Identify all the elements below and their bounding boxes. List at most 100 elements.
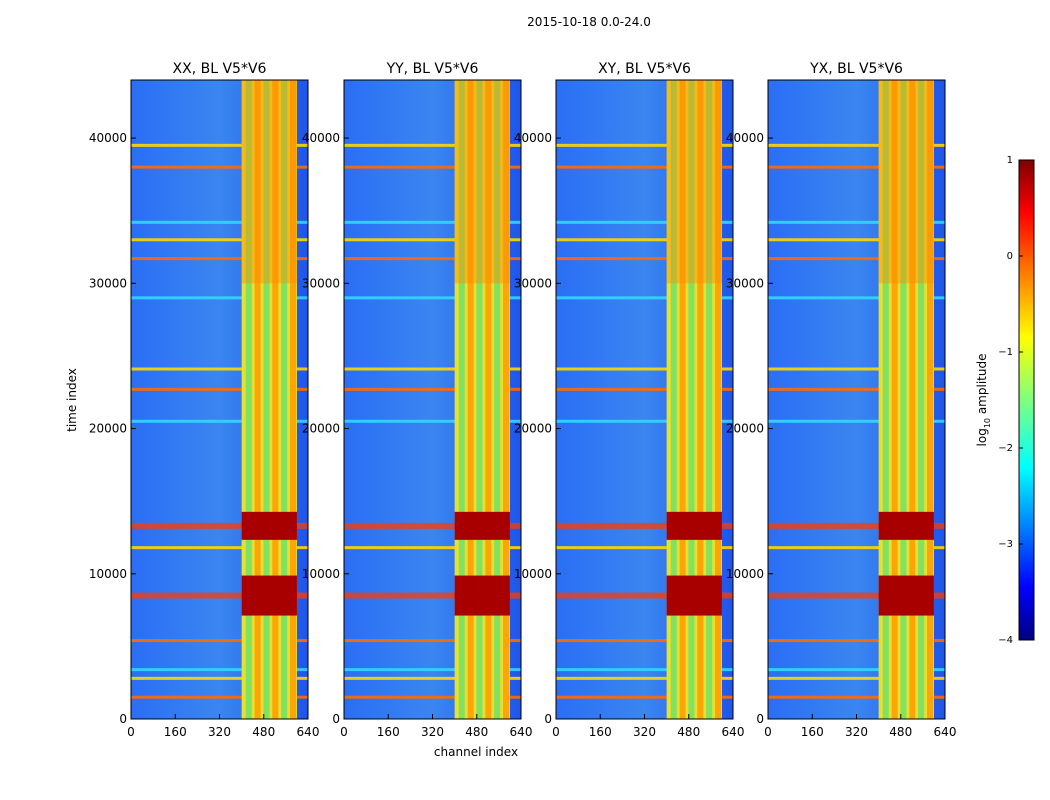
rfi-line (556, 257, 733, 261)
strong-rfi-block (666, 511, 722, 540)
band-stripe (458, 80, 465, 719)
rfi-line (131, 695, 308, 699)
x-tick-label: 160 (377, 725, 400, 739)
rfi-line (556, 668, 733, 672)
y-tick-label: 10000 (89, 567, 127, 581)
x-tick-label: 0 (764, 725, 772, 739)
panel-image (131, 80, 308, 719)
strong-rfi-line (768, 522, 945, 529)
strong-rfi-block (454, 575, 510, 616)
y-tick-label: 0 (119, 712, 127, 726)
rfi-line (344, 220, 521, 224)
rfi-line (131, 296, 308, 300)
y-tick-label: 20000 (514, 422, 552, 436)
x-axis-label: channel index (434, 745, 518, 759)
x-tick-label: 480 (677, 725, 700, 739)
panel-title: YX, BL V5*V6 (809, 61, 903, 77)
y-tick-label: 0 (332, 712, 340, 726)
band-stripe (254, 80, 261, 719)
strong-rfi-line (131, 522, 308, 529)
band-stripe (494, 80, 501, 719)
strong-rfi-block (878, 511, 934, 540)
strong-rfi-line (344, 592, 521, 599)
x-tick-label: 480 (252, 725, 275, 739)
x-tick-label: 640 (934, 725, 957, 739)
rfi-line (768, 143, 945, 147)
rfi-line (768, 546, 945, 550)
y-tick-label: 0 (544, 712, 552, 726)
rfi-line (768, 387, 945, 391)
colorbar-tick-label: 0 (1007, 251, 1013, 262)
band-stripe (882, 80, 889, 719)
x-tick-label: 640 (722, 725, 745, 739)
rfi-line (344, 165, 521, 169)
rfi-line (131, 639, 308, 643)
x-tick-label: 320 (633, 725, 656, 739)
y-tick-label: 20000 (726, 422, 764, 436)
rfi-line (768, 668, 945, 672)
y-tick-label: 30000 (514, 276, 552, 290)
x-tick-label: 160 (589, 725, 612, 739)
rfi-line (131, 387, 308, 391)
colorbar-tick-label: −1 (998, 347, 1013, 358)
band-stripe (476, 80, 483, 719)
colorbar-ticks: 1 0 −1 −2 −3 −4 (998, 155, 1023, 646)
rfi-line (344, 676, 521, 680)
rfi-line (556, 419, 733, 423)
band-stripe (272, 80, 279, 719)
rfi-line (768, 695, 945, 699)
rfi-line (556, 143, 733, 147)
rfi-line (131, 220, 308, 224)
strong-rfi-line (131, 592, 308, 599)
y-tick-label: 10000 (726, 567, 764, 581)
rfi-line (556, 387, 733, 391)
rfi-line (768, 165, 945, 169)
y-tick-label: 10000 (302, 567, 340, 581)
strong-rfi-line (556, 592, 733, 599)
strong-rfi-block (878, 575, 934, 616)
x-tick-label: 640 (510, 725, 533, 739)
x-tick-label: 480 (889, 725, 912, 739)
panel-image (768, 80, 945, 719)
band-stripe (503, 80, 510, 719)
panel-2: XY, BL V5*V6 0 160 320 480 640 0 10000 20000 3000… (514, 61, 745, 739)
band-stripe (290, 80, 297, 719)
band-stripe (467, 80, 474, 719)
x-tick-label: 640 (297, 725, 320, 739)
rfi-line (344, 419, 521, 423)
panel-image (344, 80, 521, 719)
x-tick-label: 320 (421, 725, 444, 739)
rfi-line (344, 695, 521, 699)
colorbar-gradient (1018, 159, 1035, 641)
y-tick-label: 20000 (302, 422, 340, 436)
y-tick-label: 40000 (302, 131, 340, 145)
rfi-line (768, 220, 945, 224)
band-stripe (706, 80, 713, 719)
y-tick-label: 30000 (726, 276, 764, 290)
rfi-line (131, 676, 308, 680)
band-stripe (245, 80, 252, 719)
rfi-line (344, 668, 521, 672)
colorbar-tick-label: −4 (998, 635, 1013, 646)
rfi-line (344, 143, 521, 147)
panel-title: XY, BL V5*V6 (598, 61, 691, 77)
rfi-line (556, 695, 733, 699)
band-stripe (281, 80, 288, 719)
strong-rfi-block (666, 575, 722, 616)
band-stripe (891, 80, 898, 719)
rfi-line (768, 238, 945, 242)
colorbar-label: log10 amplitude (975, 354, 992, 447)
rfi-line (344, 238, 521, 242)
y-tick-label: 10000 (514, 567, 552, 581)
colorbar-tick-label: −3 (998, 539, 1013, 550)
panel-1: YY, BL V5*V6 0 160 320 480 640 0 10000 20000 3000… (302, 61, 533, 739)
x-tick-label: 160 (164, 725, 187, 739)
rfi-line (556, 546, 733, 550)
strong-rfi-line (344, 522, 521, 529)
rfi-line (131, 367, 308, 371)
colorbar-label-log: log (975, 428, 989, 446)
x-tick-label: 0 (127, 725, 135, 739)
colorbar-tick-label: −2 (998, 443, 1013, 454)
x-tick-label: 0 (340, 725, 348, 739)
